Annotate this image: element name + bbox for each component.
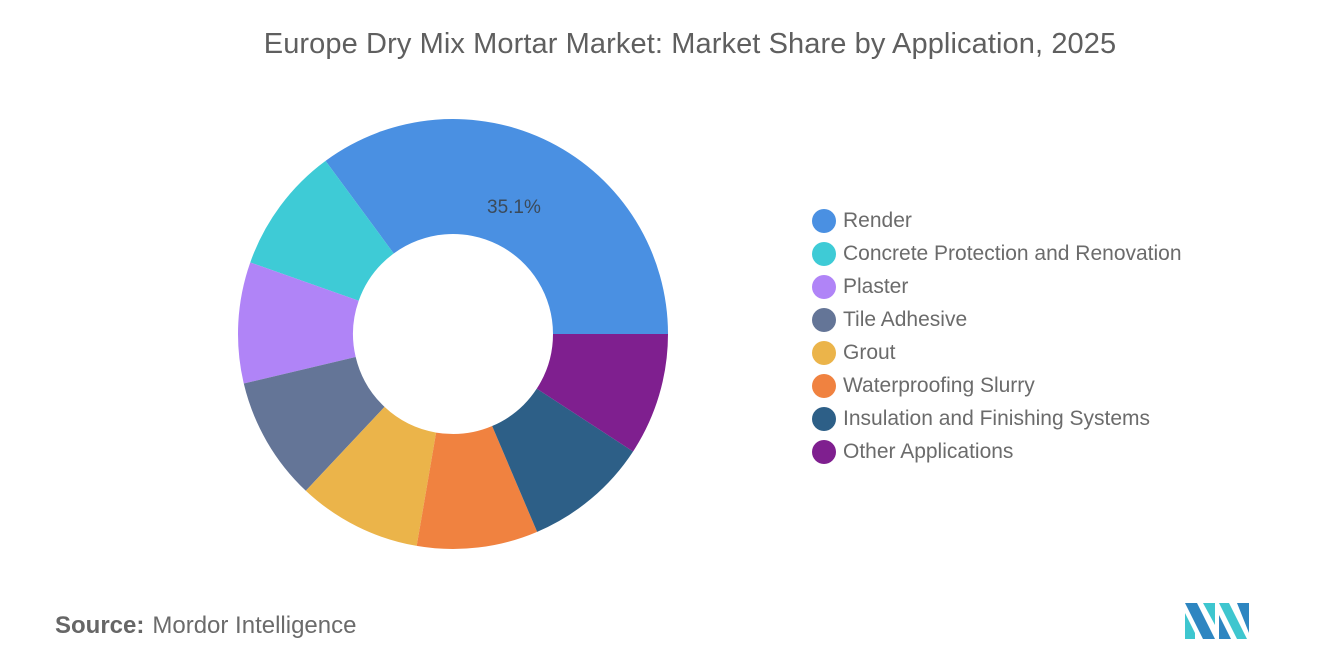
legend-label: Concrete Protection and Renovation bbox=[843, 241, 1182, 265]
render-slice-label: 35.1% bbox=[487, 197, 541, 218]
legend-swatch-icon bbox=[812, 373, 836, 398]
legend-item-concrete-protection: Concrete Protection and Renovation bbox=[812, 237, 1182, 270]
legend-label: Plaster bbox=[843, 274, 909, 298]
legend-label: Tile Adhesive bbox=[843, 307, 968, 331]
legend: Render Concrete Protection and Renovatio… bbox=[812, 204, 1182, 468]
legend-swatch-icon bbox=[812, 307, 836, 332]
legend-item-other-applications: Other Applications bbox=[812, 435, 1182, 468]
slice-render bbox=[325, 119, 668, 334]
chart-title: Europe Dry Mix Mortar Market: Market Sha… bbox=[263, 28, 1117, 60]
legend-swatch-icon bbox=[812, 274, 836, 299]
slice-concrete-protection-and-renovation bbox=[250, 160, 394, 301]
slice-grout bbox=[305, 406, 437, 546]
legend-swatch-icon bbox=[812, 208, 836, 233]
slice-insulation-and-finishing-systems bbox=[492, 388, 634, 532]
legend-label: Other Applications bbox=[843, 439, 1014, 463]
legend-item-waterproofing-slurry: Waterproofing Slurry bbox=[812, 369, 1182, 402]
legend-item-tile-adhesive: Tile Adhesive bbox=[812, 303, 1182, 336]
donut-chart: 35.1% bbox=[238, 119, 668, 549]
slice-other-applications bbox=[536, 334, 668, 452]
legend-item-plaster: Plaster bbox=[812, 270, 1182, 303]
legend-item-insulation-finishing: Insulation and Finishing Systems bbox=[812, 402, 1182, 435]
legend-item-grout: Grout bbox=[812, 336, 1182, 369]
source-label: Source: bbox=[55, 612, 145, 639]
legend-item-render: Render bbox=[812, 204, 1182, 237]
mordor-intelligence-logo-icon bbox=[1185, 603, 1249, 639]
legend-swatch-icon bbox=[812, 340, 836, 365]
legend-swatch-icon bbox=[812, 406, 836, 431]
legend-label: Grout bbox=[843, 340, 896, 364]
donut-slices bbox=[238, 119, 668, 549]
slice-tile-adhesive bbox=[243, 357, 385, 491]
legend-label: Insulation and Finishing Systems bbox=[843, 406, 1150, 430]
source-note: Source: Mordor Intelligence bbox=[55, 612, 356, 640]
slice-plaster bbox=[238, 262, 359, 384]
slice-waterproofing-slurry bbox=[416, 426, 538, 549]
legend-swatch-icon bbox=[812, 439, 836, 464]
legend-label: Waterproofing Slurry bbox=[843, 373, 1035, 397]
legend-swatch-icon bbox=[812, 241, 836, 266]
legend-label: Render bbox=[843, 208, 912, 232]
source-value: Mordor Intelligence bbox=[152, 612, 357, 639]
